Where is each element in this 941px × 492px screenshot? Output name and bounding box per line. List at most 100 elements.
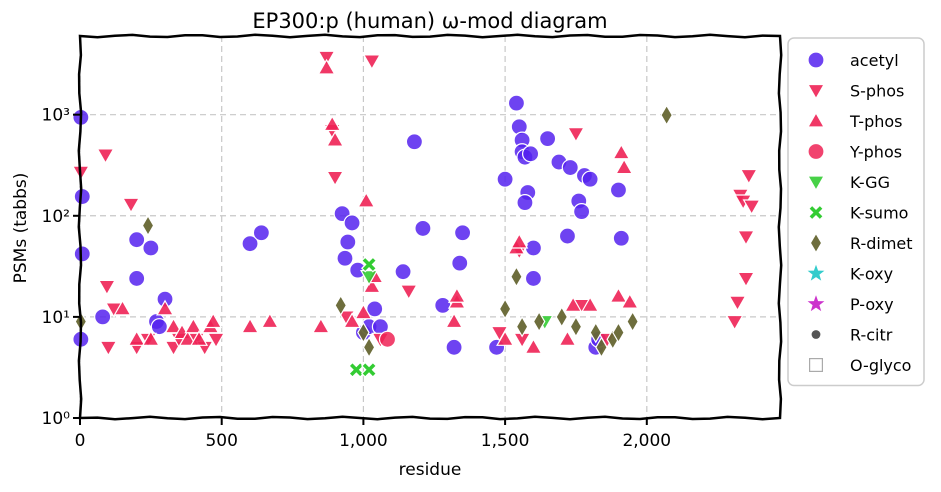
point-t-phos — [564, 296, 583, 312]
legend-label: K-sumo — [850, 204, 908, 223]
point-r-dimet — [357, 321, 370, 344]
legend-marker-r-dimet — [809, 232, 823, 254]
legend-label: P-oxy — [850, 295, 894, 314]
point-t-phos — [178, 330, 197, 346]
point-t-phos — [510, 232, 529, 249]
point-acetyl — [524, 269, 543, 288]
legend-label: S-phos — [850, 82, 904, 101]
point-acetyl — [252, 224, 270, 242]
point-s-phos — [725, 314, 744, 331]
point-r-dimet — [660, 104, 673, 126]
point-r-dimet — [515, 315, 529, 338]
point-t-phos — [189, 330, 209, 346]
point-r-dimet — [589, 321, 603, 344]
point-t-phos — [164, 317, 183, 334]
point-t-phos — [615, 158, 634, 175]
y-tick-label: 10⁰ — [42, 409, 71, 429]
point-r-dimet — [498, 298, 512, 320]
y-tick-label: 10² — [42, 207, 70, 227]
point-t-phos — [524, 338, 543, 354]
point-acetyl — [609, 181, 628, 199]
point-t-phos — [323, 115, 342, 132]
legend-marker-k-sumo — [807, 204, 825, 221]
point-r-dimet — [612, 321, 625, 344]
point-t-phos — [362, 277, 381, 294]
y-tick-label: 10³ — [42, 106, 70, 126]
legend-marker-k-oxy — [807, 264, 825, 281]
point-t-phos — [141, 330, 160, 346]
point-s-phos — [739, 168, 758, 185]
legend-label: K-GG — [850, 173, 890, 192]
y-tick-label: 10¹ — [42, 308, 70, 328]
point-acetyl — [539, 129, 557, 148]
point-r-dimet — [569, 315, 583, 338]
point-acetyl — [128, 269, 146, 288]
point-t-phos — [127, 330, 146, 346]
point-acetyl — [405, 133, 424, 151]
point-s-phos — [206, 332, 226, 349]
point-acetyl — [453, 224, 472, 242]
point-acetyl — [561, 158, 579, 177]
point-acetyl — [573, 202, 591, 221]
point-acetyl — [339, 233, 357, 251]
point-t-phos — [326, 130, 345, 147]
point-t-phos — [354, 303, 373, 320]
point-s-phos — [728, 295, 747, 312]
x-axis-label: residue — [399, 460, 462, 480]
legend-marker-t-phos — [806, 111, 826, 128]
axis-ticks: 0 500 1,000 1,500 2,000 10⁰ 10¹ 10² 10³ — [42, 106, 672, 451]
legend-marker-p-oxy — [807, 295, 825, 312]
point-r-dimet — [362, 336, 376, 359]
legend-marker-o-glyco — [808, 358, 823, 373]
x-tick-label: 1,500 — [481, 431, 530, 451]
legend-marker-r-citr — [811, 330, 821, 339]
point-r-dimet — [532, 310, 546, 333]
point-acetyl — [128, 231, 146, 249]
point-acetyl — [522, 145, 540, 163]
legend-label: acetyl — [850, 51, 899, 70]
x-tick-label: 0 — [75, 431, 86, 451]
point-t-phos — [445, 312, 464, 329]
point-t-phos — [581, 296, 600, 312]
point-s-phos — [97, 279, 116, 296]
point-s-phos — [326, 170, 345, 187]
point-t-phos — [496, 330, 515, 346]
point-acetyl — [241, 235, 259, 253]
point-k-gg — [360, 270, 379, 286]
point-r-dimet — [626, 310, 639, 333]
point-acetyl — [558, 227, 577, 245]
point-s-phos — [317, 50, 336, 67]
point-s-phos — [99, 340, 118, 357]
point-r-dimet — [141, 214, 155, 237]
x-tick-label: 500 — [205, 431, 237, 451]
legend-label: O-glyco — [850, 356, 911, 375]
point-acetyl — [150, 318, 168, 336]
chart-title: EP300:p (human) ω-mod diagram — [252, 9, 607, 33]
point-acetyl — [343, 214, 361, 232]
point-acetyl — [612, 229, 630, 247]
point-acetyl — [445, 338, 463, 356]
point-y-phos — [378, 330, 397, 348]
data-points — [71, 50, 761, 378]
point-t-phos — [311, 317, 330, 334]
point-t-phos — [609, 287, 628, 303]
y-axis-label: PSMs (tabbs) — [11, 173, 31, 284]
point-t-phos — [357, 191, 376, 208]
x-tick-label: 2,000 — [622, 431, 671, 451]
point-k-sumo — [361, 361, 378, 378]
point-r-dimet — [595, 336, 608, 359]
point-t-phos — [612, 143, 631, 160]
point-t-phos — [317, 58, 336, 75]
legend-marker-y-phos — [807, 142, 825, 161]
point-r-dimet — [334, 294, 348, 317]
point-t-phos — [241, 317, 260, 334]
legend-marker-k-gg — [806, 175, 826, 192]
point-s-phos — [736, 230, 756, 246]
legend-label: R-citr — [850, 326, 893, 345]
point-acetyl — [336, 249, 354, 267]
legend-label: K-oxy — [850, 265, 893, 284]
point-t-phos — [184, 317, 203, 334]
point-acetyl — [496, 170, 514, 188]
point-acetyl — [434, 296, 452, 314]
